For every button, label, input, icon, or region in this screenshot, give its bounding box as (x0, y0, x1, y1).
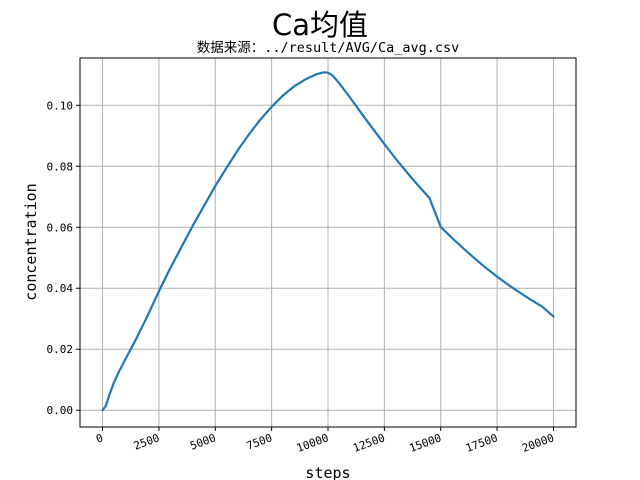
series-line (101, 71, 555, 412)
x-tick-label: 15000 (408, 431, 444, 455)
y-tick-label: 0.00 (47, 404, 74, 417)
y-tick-label: 0.04 (47, 282, 74, 295)
figure-suptitle: Ca均值 (271, 8, 369, 42)
y-tick-label: 0.02 (47, 343, 74, 356)
x-tick-label: 5000 (188, 431, 217, 452)
y-tick-label: 0.10 (47, 99, 74, 112)
series-layer (101, 71, 555, 412)
x-tick-label: 20000 (520, 431, 556, 455)
y-axis: 0.00 0.02 0.04 0.06 0.08 0.10 (47, 99, 80, 417)
y-tick-label: 0.06 (47, 221, 74, 234)
x-axis-label: steps (305, 464, 350, 480)
y-axis-label: concentration (22, 183, 40, 300)
x-tick-label: 17500 (464, 431, 500, 455)
x-tick-label: 12500 (351, 431, 387, 455)
y-tick-label: 0.08 (47, 160, 74, 173)
x-axis: 0 2500 5000 7500 10000 12500 15000 17500 20000 (94, 427, 556, 455)
x-tick-label: 7500 (245, 431, 274, 452)
grid-lines (80, 58, 576, 427)
chart-subtitle: 数据来源：../result/AVG/Ca_avg.csv (196, 40, 460, 56)
x-tick-label: 10000 (295, 431, 331, 455)
x-tick-label: 0 (94, 431, 105, 445)
x-tick-label: 2500 (132, 431, 161, 452)
